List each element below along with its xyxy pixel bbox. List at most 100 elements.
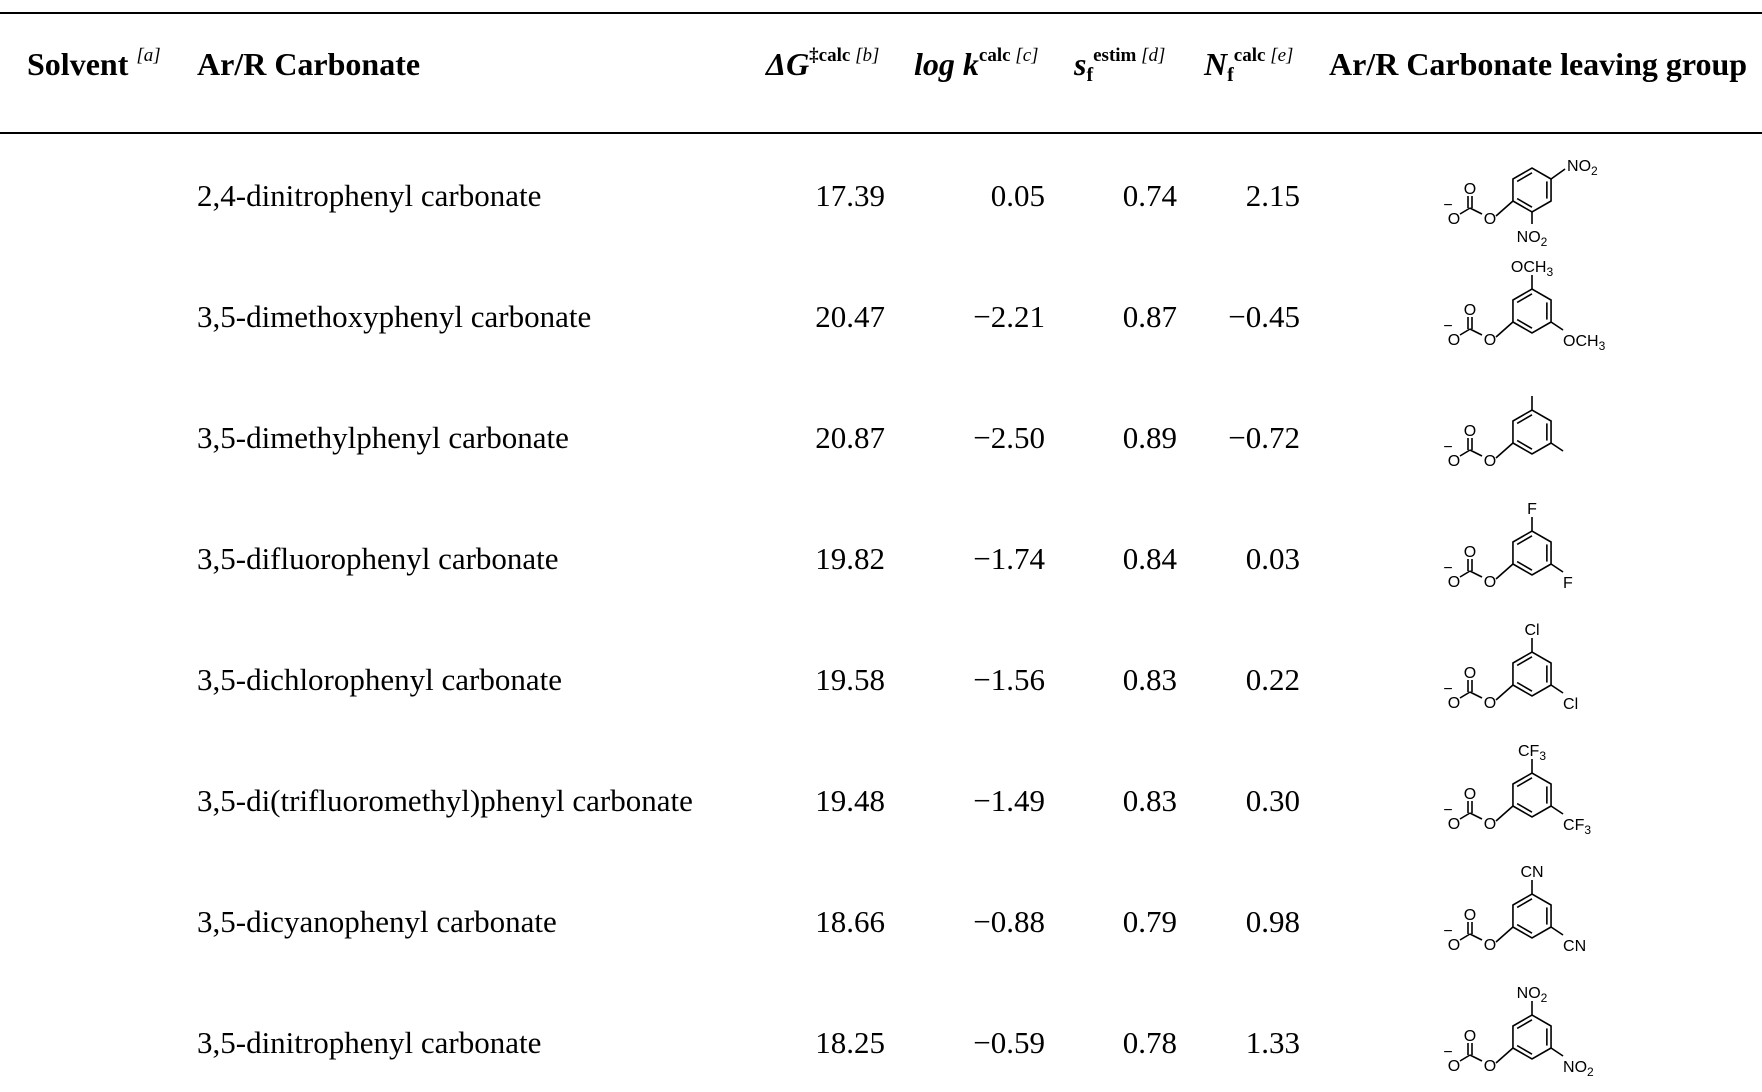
structure-bonds — [1459, 638, 1564, 701]
leaving-group-structure: O O − O OCH3 OCH3 — [1440, 259, 1680, 361]
table-header-rule — [0, 132, 1762, 134]
aromatic-bond — [1516, 560, 1533, 571]
logk-value: −2.21 — [973, 299, 1045, 334]
logk-value: −1.56 — [973, 662, 1045, 697]
structure-svg: OO−O — [1443, 396, 1564, 470]
anion-oxygen-label: O — [1448, 332, 1460, 349]
structure-bonds — [1459, 275, 1564, 338]
benzene-ring — [1512, 893, 1552, 939]
bond-line — [1459, 1054, 1471, 1062]
aromatic-bond — [1516, 293, 1533, 304]
bond-line — [1550, 168, 1566, 180]
aromatic-bond — [1516, 777, 1533, 788]
aromatic-bond — [1516, 197, 1533, 208]
aromatic-bond — [1516, 535, 1533, 546]
benzene-ring — [1512, 530, 1552, 576]
substituent-label: CN — [1563, 938, 1586, 955]
compound-name: 3,5-dicyanophenyl carbonate — [197, 904, 557, 939]
header-sf-sup: estim — [1093, 45, 1137, 66]
bond-line — [1495, 684, 1514, 701]
substituent-label: NO2 — [1517, 229, 1548, 249]
header-nf: Nfcalc [e] — [1204, 45, 1293, 85]
anion-charge-label: − — [1443, 923, 1452, 940]
structure-bonds — [1459, 759, 1564, 822]
benzene-ring — [1512, 1014, 1552, 1060]
sf-value: 0.78 — [1122, 1025, 1177, 1060]
ester-oxygen-label: O — [1484, 211, 1496, 228]
header-compound: Ar/R Carbonate — [197, 46, 421, 82]
logk-value: −1.49 — [973, 783, 1045, 818]
header-logk-label: log k — [914, 46, 979, 82]
sf-value: 0.89 — [1122, 420, 1177, 455]
bond-line — [1469, 449, 1483, 457]
header-solvent: Solvent [a] — [27, 45, 161, 82]
dg-value: 20.47 — [815, 299, 885, 334]
compound-name: 2,4-dinitrophenyl carbonate — [197, 178, 542, 213]
logk-value: −2.50 — [973, 420, 1045, 455]
header-dg: ΔG‡calc [b] — [766, 45, 879, 80]
header-leaving-group: Ar/R Carbonate leaving group — [1329, 46, 1748, 82]
sf-value: 0.83 — [1122, 662, 1177, 697]
structure-labels: OO−O — [1443, 423, 1496, 470]
leaving-group-structure: O O − O F F — [1440, 501, 1680, 603]
dg-value: 18.25 — [815, 1025, 885, 1060]
substituent-label: CF3 — [1563, 817, 1591, 837]
benzene-ring — [1512, 409, 1552, 455]
substituent-label: F — [1527, 501, 1537, 518]
aromatic-bond — [1516, 1019, 1533, 1030]
anion-oxygen-label: O — [1448, 453, 1460, 470]
carbonyl-oxygen-label: O — [1464, 423, 1476, 440]
structure-bonds — [1459, 1001, 1564, 1064]
nf-value: −0.45 — [1228, 299, 1300, 334]
carbonyl-oxygen-label: O — [1464, 544, 1476, 561]
substituent-label: CF3 — [1518, 743, 1546, 763]
anion-charge-label: − — [1443, 197, 1452, 214]
substituent-label: Cl — [1563, 696, 1578, 713]
bond-line — [1495, 321, 1514, 338]
substituent-label: Cl — [1524, 622, 1539, 639]
ester-oxygen-label: O — [1484, 1058, 1496, 1075]
compound-name: 3,5-dinitrophenyl carbonate — [197, 1025, 542, 1060]
nf-value: 0.30 — [1245, 783, 1300, 818]
ester-oxygen-label: O — [1484, 574, 1496, 591]
carbonyl-oxygen-label: O — [1464, 786, 1476, 803]
bond-line — [1469, 570, 1483, 578]
substituent-label: NO2 — [1567, 158, 1598, 178]
bond-line — [1550, 563, 1564, 573]
header-nf-symbol: N — [1204, 46, 1228, 82]
carbonyl-oxygen-label: O — [1464, 302, 1476, 319]
bond-line — [1459, 328, 1471, 336]
sf-value: 0.87 — [1122, 299, 1177, 334]
leaving-group-structure: O O − O NO2 NO2 — [1440, 985, 1680, 1087]
header-sf-footnote: [d] — [1141, 45, 1166, 66]
benzene-ring — [1512, 288, 1552, 334]
bond-line — [1469, 812, 1483, 820]
anion-oxygen-label: O — [1448, 816, 1460, 833]
bond-line — [1469, 207, 1483, 215]
bond-line — [1550, 1047, 1564, 1057]
header-nf-sub: f — [1227, 64, 1234, 86]
structure-bonds — [1459, 880, 1564, 943]
substituent-label: OCH3 — [1511, 259, 1554, 279]
anion-charge-label: − — [1443, 802, 1452, 819]
bond-line — [1459, 933, 1471, 941]
benzene-ring — [1512, 167, 1552, 213]
sf-value: 0.74 — [1122, 178, 1177, 213]
anion-charge-label: − — [1443, 439, 1452, 456]
bond-line — [1550, 926, 1564, 936]
header-nf-sup: calc — [1233, 45, 1266, 66]
header-solvent-footnote: [a] — [136, 45, 161, 66]
dg-value: 18.66 — [815, 904, 885, 939]
aromatic-bond — [1516, 172, 1533, 183]
header-solvent-label: Solvent — [27, 46, 129, 82]
nf-value: 2.15 — [1245, 178, 1300, 213]
bond-line — [1459, 812, 1471, 820]
header-dg-sup: ‡calc — [809, 45, 851, 66]
nf-value: 0.22 — [1245, 662, 1300, 697]
aromatic-bond — [1516, 923, 1533, 934]
